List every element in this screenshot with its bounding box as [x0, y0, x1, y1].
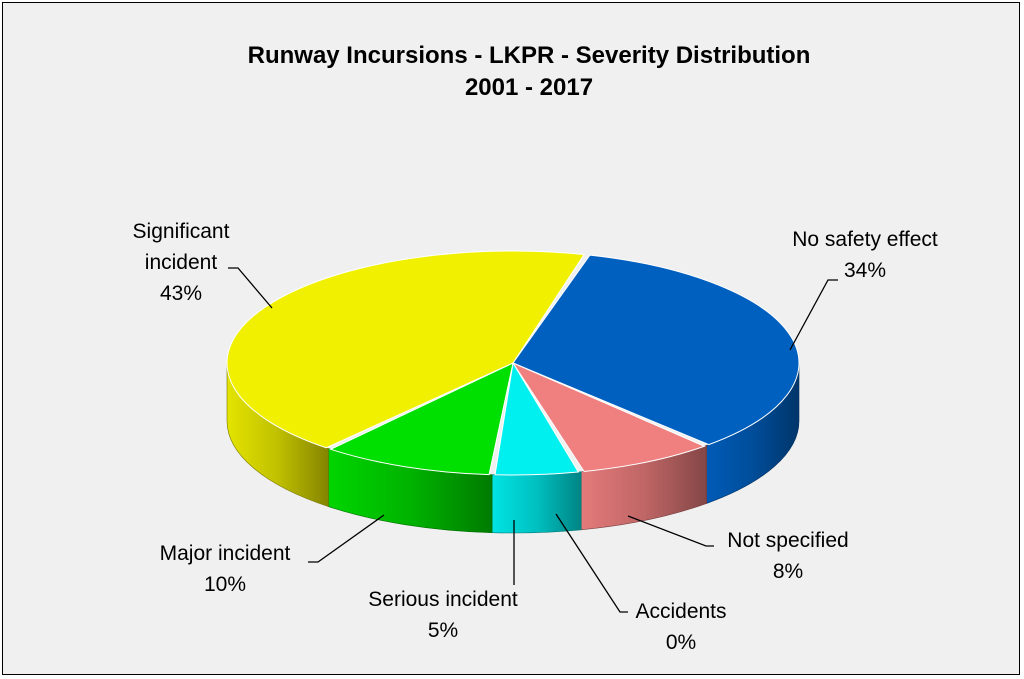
leader-line-major-incident — [308, 514, 385, 563]
chart-title-line-2: 2001 - 2017 — [465, 74, 593, 101]
data-label-major-incident: Major incident — [160, 542, 291, 565]
pie-slice-significant-incident — [226, 250, 585, 449]
data-label-pct-serious-incident: 5% — [428, 619, 458, 642]
pie-slice-serious-incident — [494, 361, 580, 476]
pie-slice-no-safety-effect — [512, 254, 800, 446]
data-label-not-specified: Not specified — [727, 529, 848, 552]
data-label-pct-no-safety-effect: 34% — [844, 259, 886, 282]
leader-line-accidents — [555, 513, 628, 613]
data-label-pct-accidents: 0% — [666, 631, 696, 654]
pie-top-faces — [226, 250, 800, 476]
data-label-accidents: Accidents — [635, 600, 726, 623]
data-labels: No safety effect 34% Not specified 8% Accide… — [133, 220, 938, 654]
pie-slice-major-incident — [329, 362, 514, 476]
pie-side-serious-incident — [491, 471, 582, 534]
data-label-serious-incident: Serious incident — [368, 588, 518, 611]
leader-line-not-specified — [627, 515, 714, 547]
data-label-significant-incident: incident — [145, 251, 218, 274]
leader-line-no-safety-effect — [789, 279, 838, 351]
data-label-pct-major-incident: 10% — [204, 573, 246, 596]
pie-slice-not-specified — [511, 361, 706, 473]
leader-line-significant-incident — [228, 267, 273, 309]
data-label-no-safety-effect: No safety effect — [792, 228, 938, 251]
data-label-pct-not-specified: 8% — [773, 560, 803, 583]
chart-title-line-1: Runway Incursions - LKPR - Severity Dist… — [248, 42, 811, 69]
data-label-significant-incident: Significant — [133, 220, 230, 243]
data-label-pct-significant-incident: 43% — [160, 282, 202, 305]
